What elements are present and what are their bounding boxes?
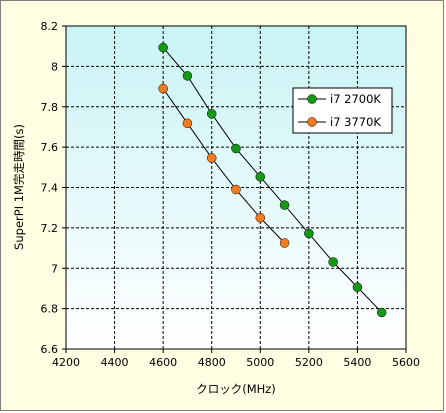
data-point-i7-2700k [206,109,217,119]
x-tick-label: 4600 [149,356,177,369]
y-tick-label: 8.2 [41,20,59,33]
data-point-i7-2700k [231,143,241,154]
data-point-i7-3770k [279,238,290,248]
data-point-i7-2700k [304,228,314,239]
data-point-i7-2700k [279,200,290,210]
y-tick-label: 6.6 [41,343,59,356]
x-axis-ticks: 4200 4400 4600 4800 5000 5200 5400 5600 [52,349,420,369]
x-tick-label: 4200 [52,356,80,369]
y-axis-title: SuperPI 1M完走時間(s) [12,124,26,250]
series-line-i7-3770k [162,88,285,244]
y-tick-label: 7.6 [41,141,59,154]
y-tick-label: 7.2 [41,222,59,235]
x-tick-label: 5000 [246,356,274,369]
x-tick-label: 4800 [198,356,226,369]
x-tick-label: 5200 [295,356,323,369]
legend-marker-i7-3770k [307,117,317,127]
y-tick-label: 6.8 [41,303,59,316]
x-tick-label: 5600 [392,356,420,369]
series-line-i7-2700k [162,47,383,313]
y-tick-label: 8 [51,60,58,73]
data-point-i7-3770k [206,153,217,163]
data-point-i7-2700k [328,257,338,267]
data-point-i7-2700k [182,71,193,81]
y-tick-label: 7 [51,262,58,275]
legend-label-i7-2700k: i7 2700K [330,92,381,106]
y-axis-ticks: 6.6 6.8 7 7.2 7.4 7.6 7.8 8 8.2 [41,20,66,356]
data-point-i7-2700k [352,282,363,292]
x-axis-title: クロック(MHz) [196,382,276,396]
data-point-i7-2700k [255,172,266,182]
data-point-i7-2700k [376,307,387,318]
x-tick-label: 4400 [101,356,129,369]
data-point-i7-3770k [182,118,193,129]
data-point-i7-2700k [158,42,168,53]
data-point-i7-3770k [255,213,266,223]
data-point-i7-3770k [231,184,241,195]
legend-marker-i7-2700k [307,94,317,104]
gridlines [66,26,406,349]
y-tick-label: 7.4 [41,182,59,195]
legend: i7 2700K i7 3770K [292,87,393,134]
data-point-i7-3770k [158,83,168,94]
series-layer [158,42,387,318]
y-tick-label: 7.8 [41,101,59,114]
legend-label-i7-3770k: i7 3770K [330,115,381,129]
x-tick-label: 5400 [343,356,371,369]
